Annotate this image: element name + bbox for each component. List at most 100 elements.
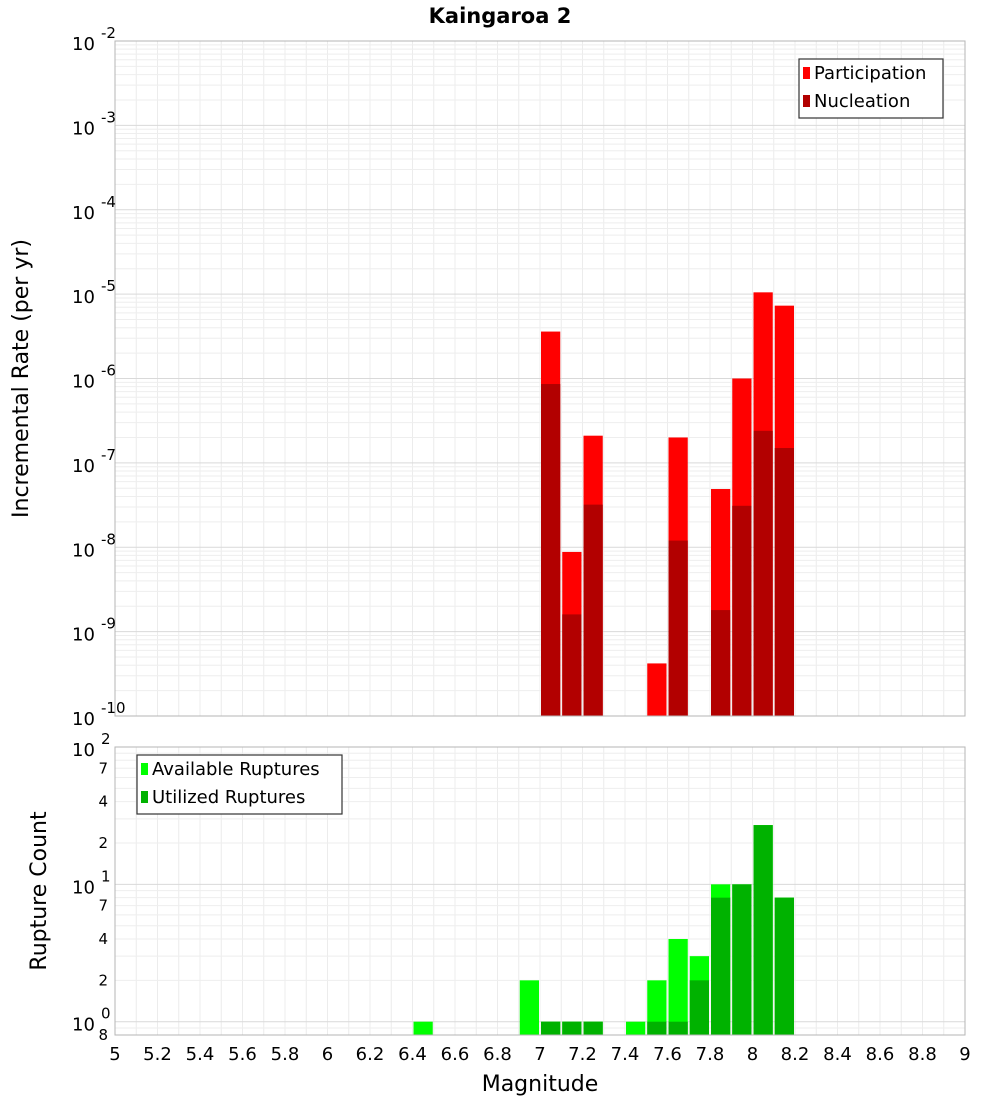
- plot-frame: [114, 746, 966, 1036]
- y-tick-label: 10: [72, 625, 95, 646]
- legend-swatch: [141, 791, 148, 803]
- x-tick-label: 5.6: [228, 1044, 257, 1065]
- y-tick-label: 4: [98, 930, 108, 948]
- legend: Available Ruptures Utilized Ruptures: [136, 754, 343, 815]
- y-tick-exponent: -8: [101, 530, 116, 548]
- y-tick-label: 10: [72, 877, 95, 898]
- y-axis-label: Incremental Rate (per yr): [9, 239, 34, 518]
- x-tick-label: 6.4: [398, 1044, 427, 1065]
- y-tick-label: 10: [72, 34, 95, 55]
- x-tick-label: 8.4: [823, 1044, 852, 1065]
- y-tick-exponent: -3: [101, 108, 116, 126]
- x-tick-label: 8.2: [781, 1044, 810, 1065]
- legend-label: Participation: [814, 63, 926, 84]
- x-tick-label: 9: [959, 1044, 970, 1065]
- bar: [753, 430, 773, 716]
- bar: [583, 504, 603, 716]
- y-tick-label: 10: [72, 709, 95, 730]
- y-tick-exponent: 0: [101, 1005, 111, 1023]
- legend-label: Available Ruptures: [152, 759, 320, 780]
- bar: [732, 505, 752, 716]
- legend-box: [136, 754, 343, 815]
- bar: [519, 980, 539, 1035]
- bar: [668, 540, 688, 716]
- bar: [541, 384, 561, 716]
- bar: [562, 614, 582, 716]
- y-tick-exponent: -9: [101, 615, 116, 633]
- bar: [541, 1021, 561, 1035]
- legend-swatch: [141, 763, 148, 775]
- y-tick-label: 4: [98, 793, 108, 811]
- x-tick-label: 7.8: [696, 1044, 725, 1065]
- x-tick-label: 5: [109, 1044, 120, 1065]
- x-tick-label: 6.8: [483, 1044, 512, 1065]
- incremental-rate-panel: 10 -10 10 -9 10 -8 10 -7 10 -6 10 -5 10 -4 10 -3 10 -2 Inc…: [9, 24, 966, 730]
- y-tick-label: 7: [98, 897, 108, 915]
- y-tick-label: 2: [98, 971, 108, 989]
- legend: Participation Nucleation: [798, 58, 944, 119]
- y-tick-label: 2: [98, 834, 108, 852]
- bar: [562, 1021, 582, 1035]
- x-tick-label: 8.8: [908, 1044, 937, 1065]
- y-tick-exponent: 1: [101, 867, 111, 885]
- bar: [647, 980, 667, 1035]
- x-axis-label: Magnitude: [482, 1072, 599, 1097]
- y-tick-label: 10: [72, 740, 95, 761]
- grid: [115, 41, 966, 716]
- bar: [732, 884, 752, 1035]
- x-tick-label: 8: [747, 1044, 758, 1065]
- y-tick-label: 10: [72, 118, 95, 139]
- y-tick-label: 10: [72, 1015, 95, 1036]
- x-tick-label: 7.2: [568, 1044, 597, 1065]
- x-tick-label: 6.2: [356, 1044, 385, 1065]
- bar: [626, 1021, 646, 1035]
- bar: [753, 825, 773, 1035]
- y-tick-label: 7: [98, 759, 108, 777]
- bar: [774, 897, 794, 1035]
- x-tick-label: 5.4: [186, 1044, 215, 1065]
- legend-label: Utilized Ruptures: [152, 787, 305, 808]
- y-tick-label: 10: [72, 287, 95, 308]
- bar: [711, 897, 731, 1035]
- plot-frame: [114, 40, 966, 717]
- y-tick-label: 8: [98, 1026, 108, 1044]
- y-tick-label: 10: [72, 203, 95, 224]
- bar: [413, 1021, 433, 1035]
- y-axis-label: Rupture Count: [27, 811, 52, 971]
- x-tick-label: 5.2: [143, 1044, 172, 1065]
- bar: [647, 663, 667, 716]
- legend-swatch: [803, 95, 810, 107]
- bar: [668, 1021, 688, 1035]
- series-utilized-ruptures: [541, 825, 794, 1035]
- bar: [689, 980, 709, 1035]
- x-tick-label: 6.6: [441, 1044, 470, 1065]
- x-tick-label: 5.8: [271, 1044, 300, 1065]
- chart-title: Kaingaroa 2: [429, 4, 572, 28]
- y-tick-exponent: -4: [101, 193, 116, 211]
- bar: [668, 939, 688, 1035]
- y-tick-label: 10: [72, 540, 95, 561]
- legend-swatch: [803, 67, 810, 79]
- magnitude-axis: 5 5.2 5.4 5.6 5.8 6 6.2 6.4 6.6 6.8 7 7.2 7.4 7.6 7.8 8…: [109, 1044, 970, 1065]
- x-tick-label: 7: [534, 1044, 545, 1065]
- bar: [711, 610, 731, 716]
- y-tick-label: 10: [72, 456, 95, 477]
- legend-box: [798, 58, 944, 119]
- y-tick-exponent: -2: [101, 24, 116, 42]
- y-tick-exponent: -6: [101, 362, 116, 380]
- x-tick-label: 8.6: [866, 1044, 895, 1065]
- y-tick-exponent: -7: [101, 446, 116, 464]
- y-tick-exponent: -10: [101, 699, 126, 717]
- bar: [583, 1021, 603, 1035]
- x-tick-label: 7.6: [653, 1044, 682, 1065]
- y-tick-exponent: -5: [101, 277, 116, 295]
- y-axis-ticks: 10 -10 10 -9 10 -8 10 -7 10 -6 10 -5 10 -4 10 -3 10 -2: [72, 24, 126, 730]
- x-tick-label: 7.4: [611, 1044, 640, 1065]
- legend-label: Nucleation: [814, 91, 910, 112]
- y-tick-label: 10: [72, 372, 95, 393]
- bar: [647, 1021, 667, 1035]
- x-tick-label: 6: [322, 1044, 333, 1065]
